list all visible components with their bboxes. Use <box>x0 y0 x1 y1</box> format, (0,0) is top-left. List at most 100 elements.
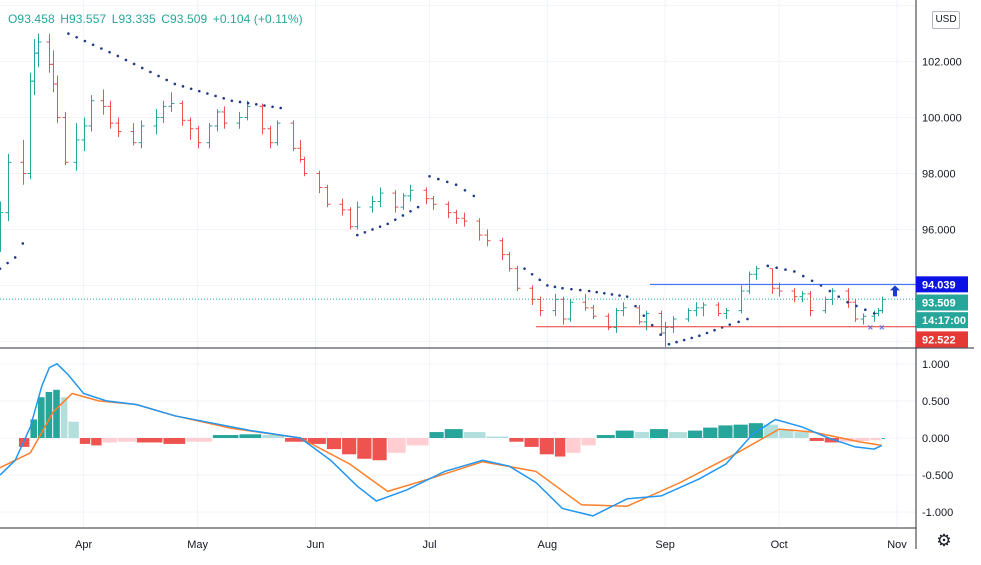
ohlc-bar <box>115 117 122 138</box>
support-tag-bg <box>916 331 968 348</box>
sar-dot <box>263 104 266 107</box>
sar-dot <box>667 342 671 346</box>
sar-dot <box>690 336 694 340</box>
macd-histogram-bar <box>38 397 45 438</box>
macd-histogram-bar <box>45 392 53 438</box>
macd-histogram-bar <box>649 429 668 438</box>
ohlc-bar <box>35 33 42 68</box>
macd-line <box>0 362 883 517</box>
ohlc-bar <box>746 271 753 294</box>
macd-pane <box>0 362 885 517</box>
sar-dot <box>595 290 599 294</box>
ohlc-bar <box>221 106 228 129</box>
ohlc-bar <box>392 190 399 213</box>
macd-histogram-bar <box>881 438 885 439</box>
ohlc-bar <box>236 111 243 129</box>
ohlc-bar <box>753 265 760 280</box>
sar-dot <box>746 317 749 321</box>
x-tick-label: Nov <box>887 539 907 551</box>
ohlc-bar <box>529 285 536 306</box>
macd-histogram-bar <box>824 438 839 443</box>
macd-histogram-bar <box>60 397 68 438</box>
sar-dot <box>124 58 128 62</box>
sar-dot <box>13 256 17 259</box>
ohlc-bar <box>347 207 354 230</box>
ohlc-bar <box>369 195 376 213</box>
ohlc-bar <box>274 120 281 146</box>
countdown-tag: 14:17:00 <box>922 315 966 327</box>
ohlc-bar <box>301 156 308 177</box>
sar-dot <box>149 70 152 74</box>
ohlc-bar <box>685 307 692 322</box>
sar-dot <box>437 177 440 181</box>
sar-dot <box>165 78 168 82</box>
macd-histogram-bar <box>163 438 186 444</box>
sar-dot <box>618 294 621 297</box>
macd-tick-label: -0.500 <box>922 470 953 482</box>
sar-dot <box>737 320 740 324</box>
ohlc-bar <box>214 109 221 132</box>
sar-dot <box>428 174 431 178</box>
macd-histogram-bar <box>855 438 870 441</box>
sar-dot <box>454 183 458 186</box>
ohlc-bar <box>407 184 414 202</box>
sar-dot <box>675 340 678 344</box>
macd-tick-label: 0.000 <box>922 433 950 445</box>
ohlc-bar <box>138 120 145 149</box>
ohlc-bar <box>46 33 53 73</box>
macd-histogram-bar <box>117 438 136 442</box>
macd-histogram-bar <box>91 438 102 446</box>
sar-dot <box>698 334 701 338</box>
sar-dot <box>181 85 185 88</box>
ohlc-bar <box>875 307 882 317</box>
ohlc-bar <box>567 299 574 322</box>
ohlc-bar <box>715 302 722 317</box>
sar-dot <box>214 94 217 98</box>
ohlc-bar <box>62 111 69 166</box>
sar-dot <box>855 304 858 308</box>
macd-histogram-bar <box>524 438 539 447</box>
grid-layer <box>0 0 916 527</box>
sar-dot <box>705 331 709 335</box>
ohlc-bar <box>484 229 491 247</box>
sar-dot <box>206 92 209 95</box>
x-tick-label: Aug <box>538 539 558 551</box>
price-tick-label: 96.000 <box>922 224 956 236</box>
sar-dot <box>21 242 25 245</box>
macd-histogram-bar <box>30 419 38 438</box>
sar-dot <box>401 214 405 217</box>
ohlc-bar <box>297 139 304 163</box>
sar-dot <box>523 267 526 270</box>
sar-dot <box>587 289 591 293</box>
macd-histogram-bar <box>53 389 60 438</box>
sar-dot <box>67 32 70 35</box>
legend-change: +0.104 (+0.11%) <box>212 12 303 26</box>
sar-dot <box>713 328 716 332</box>
ohlc-bar <box>100 89 107 115</box>
sar-dot <box>578 288 582 292</box>
ohlc-bar <box>723 307 730 320</box>
currency-button[interactable]: USD <box>932 11 960 29</box>
macd-histogram-bar <box>102 438 117 443</box>
sar-dot <box>279 106 283 110</box>
sar-dot <box>222 97 226 100</box>
sar-dot <box>625 295 629 298</box>
macd-histogram-bar <box>596 435 615 438</box>
ohlc-bar <box>259 103 266 135</box>
sar-dot <box>173 82 177 86</box>
resistance-tag: 94.039 <box>922 279 956 291</box>
legend-close: C93.509 <box>161 12 208 26</box>
macd-histogram-bar <box>406 438 429 446</box>
x-tick-label: Apr <box>75 539 92 551</box>
settings-gear-icon[interactable]: ⚙ <box>936 531 952 550</box>
sar-dot <box>801 274 805 278</box>
sar-dot <box>91 43 95 47</box>
ohlc-bar <box>81 117 88 152</box>
ohlc-bar <box>339 198 346 216</box>
ohlc-bar <box>54 75 61 124</box>
sar-dot <box>810 279 814 283</box>
x-tick-label: Jul <box>422 539 436 551</box>
ohlc-bar <box>153 109 160 135</box>
